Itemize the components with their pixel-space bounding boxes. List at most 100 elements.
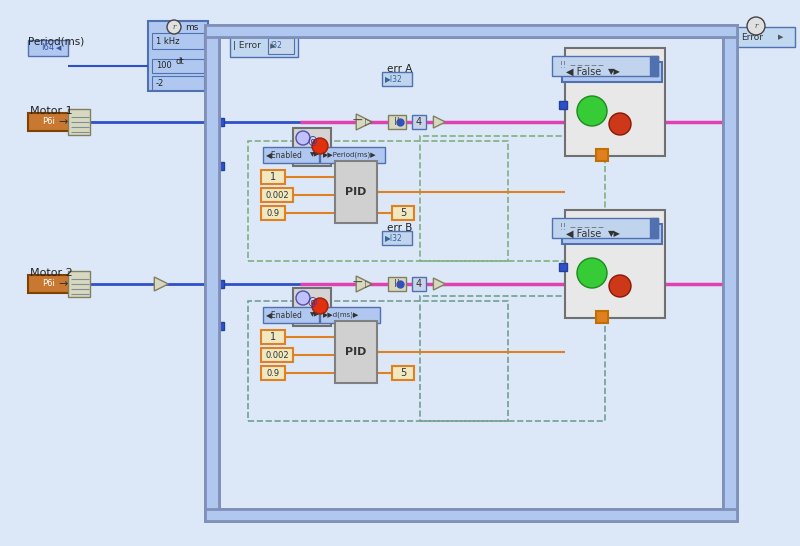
Bar: [335, 321, 377, 383]
Polygon shape: [434, 278, 446, 290]
Bar: [263, 147, 319, 163]
Text: ▶: ▶: [268, 43, 276, 49]
Text: ▶▶d(ms)▶: ▶▶d(ms)▶: [323, 312, 359, 318]
Text: err B: err B: [387, 223, 413, 233]
Polygon shape: [154, 277, 168, 291]
Text: −: −: [351, 275, 363, 289]
Bar: [68, 271, 90, 297]
Bar: [205, 25, 219, 521]
Text: 1: 1: [270, 332, 276, 342]
Text: ▼▶: ▼▶: [608, 68, 621, 76]
Text: 0.002: 0.002: [265, 191, 289, 199]
Text: 0.9: 0.9: [266, 209, 279, 217]
Text: ▶I32: ▶I32: [385, 234, 402, 242]
Bar: [552, 56, 658, 76]
Bar: [562, 224, 662, 244]
Text: II: II: [394, 279, 400, 289]
Bar: [565, 210, 665, 318]
Text: ▶: ▶: [778, 34, 783, 40]
Bar: [230, 35, 298, 57]
Circle shape: [577, 258, 607, 288]
Bar: [261, 170, 285, 184]
Bar: [261, 206, 285, 220]
Bar: [28, 40, 68, 56]
Bar: [559, 263, 567, 271]
Bar: [261, 330, 285, 344]
Bar: [214, 322, 224, 330]
Circle shape: [167, 20, 181, 34]
Text: 4: 4: [416, 279, 422, 289]
Bar: [335, 161, 377, 223]
Text: 0.9: 0.9: [266, 369, 279, 377]
Bar: [293, 288, 331, 326]
Text: ▷: ▷: [365, 117, 373, 127]
Bar: [205, 509, 737, 521]
Circle shape: [609, 113, 631, 135]
Bar: [28, 275, 70, 293]
Bar: [152, 33, 204, 49]
Bar: [205, 25, 737, 37]
Text: ◀ False: ◀ False: [566, 229, 602, 239]
Bar: [382, 231, 412, 245]
Text: 5: 5: [400, 208, 406, 218]
Polygon shape: [356, 114, 372, 130]
Text: ▶I32: ▶I32: [385, 74, 402, 84]
Bar: [152, 76, 204, 90]
Bar: [261, 348, 293, 362]
Text: 5: 5: [400, 368, 406, 378]
Bar: [596, 311, 608, 323]
Circle shape: [296, 291, 310, 305]
Text: →: →: [58, 279, 68, 289]
Bar: [214, 280, 224, 288]
Text: -2: -2: [156, 79, 164, 87]
Bar: [596, 149, 608, 161]
Bar: [205, 25, 737, 37]
Text: Error: Error: [741, 33, 763, 41]
Text: I64: I64: [42, 44, 54, 52]
Bar: [562, 62, 662, 82]
Bar: [320, 307, 380, 323]
Text: err A: err A: [387, 64, 413, 74]
Text: !!  ─ ─ ─ ─ ─: !! ─ ─ ─ ─ ─: [560, 223, 603, 233]
Text: ◀Enabled: ◀Enabled: [266, 311, 303, 319]
Bar: [737, 27, 795, 47]
Bar: [388, 277, 406, 291]
Text: dt: dt: [175, 57, 184, 67]
Circle shape: [577, 96, 607, 126]
Bar: [392, 366, 414, 380]
Bar: [650, 56, 658, 76]
Bar: [412, 115, 426, 129]
Text: ▼▶: ▼▶: [310, 312, 319, 318]
Text: ▷: ▷: [365, 279, 373, 289]
Bar: [293, 128, 331, 166]
Bar: [148, 21, 208, 91]
Text: Motor 2: Motor 2: [30, 268, 73, 278]
Text: @: @: [307, 136, 317, 146]
Bar: [261, 188, 293, 202]
Circle shape: [312, 138, 328, 154]
Text: r: r: [172, 23, 176, 31]
Circle shape: [609, 275, 631, 297]
Bar: [205, 25, 219, 521]
Text: @: @: [307, 297, 317, 307]
Text: Motor 1: Motor 1: [30, 106, 73, 116]
Bar: [248, 301, 508, 421]
Text: P6i: P6i: [42, 117, 55, 127]
Bar: [559, 101, 567, 109]
Bar: [261, 366, 285, 380]
Text: II: II: [394, 117, 400, 127]
Bar: [214, 118, 224, 126]
Text: ▼▶: ▼▶: [608, 229, 621, 239]
Bar: [263, 307, 319, 323]
Text: I32: I32: [270, 41, 282, 50]
Bar: [392, 206, 414, 220]
Bar: [382, 72, 412, 86]
Bar: [565, 48, 665, 156]
Bar: [650, 218, 658, 238]
Text: 0.002: 0.002: [265, 351, 289, 359]
Bar: [388, 115, 406, 129]
Polygon shape: [434, 116, 446, 128]
Text: →: →: [58, 117, 68, 127]
Bar: [420, 136, 605, 261]
Text: ◀: ◀: [56, 45, 62, 51]
